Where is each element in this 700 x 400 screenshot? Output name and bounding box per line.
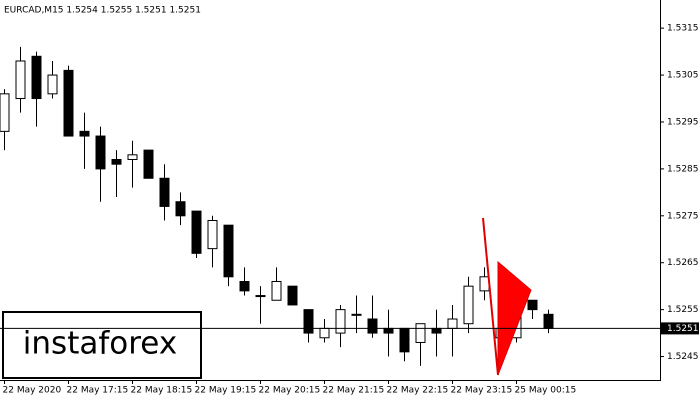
x-tick-label: 22 May 20:15 bbox=[259, 386, 321, 396]
y-tick-label: 1.5245 bbox=[667, 352, 699, 362]
y-tick-label: 1.5285 bbox=[667, 164, 699, 174]
candle-body bbox=[255, 295, 266, 298]
candle-body bbox=[543, 313, 554, 329]
logo-box bbox=[2, 311, 202, 379]
candle-body bbox=[31, 55, 42, 100]
candle-body bbox=[159, 177, 170, 207]
y-tick-label: 1.5275 bbox=[667, 211, 699, 221]
candle-body bbox=[15, 60, 26, 100]
pennant-pattern bbox=[482, 217, 532, 376]
candle-body bbox=[111, 159, 122, 165]
candle-body bbox=[207, 219, 218, 250]
x-tick-label: 22 May 23:15 bbox=[451, 386, 513, 396]
candle-body bbox=[63, 69, 74, 137]
candle-body bbox=[271, 280, 282, 301]
candle-body bbox=[143, 149, 154, 179]
x-tick-label: 22 May 22:15 bbox=[387, 386, 449, 396]
candle-body bbox=[383, 327, 394, 334]
candle-body bbox=[287, 285, 298, 306]
candle-body bbox=[303, 309, 314, 334]
y-tick-label: 1.5305 bbox=[667, 71, 699, 81]
logo: instaforex bbox=[23, 326, 177, 362]
x-tick-label: 22 May 19:15 bbox=[195, 386, 257, 396]
candle-body bbox=[399, 327, 410, 353]
x-tick-label: 22 May 17:15 bbox=[67, 386, 129, 396]
candle-body bbox=[463, 285, 474, 325]
candles bbox=[0, 46, 554, 366]
candle-body bbox=[79, 130, 90, 137]
candle-body bbox=[415, 323, 426, 343]
candle-body bbox=[47, 74, 58, 95]
candle-body bbox=[479, 276, 490, 292]
candle-body bbox=[191, 210, 202, 254]
y-tick-label: 1.5265 bbox=[667, 258, 699, 268]
candle-body bbox=[335, 309, 346, 334]
candle-body bbox=[351, 313, 362, 316]
current-price-box bbox=[661, 322, 699, 335]
candle-body bbox=[239, 280, 250, 292]
y-tick-label: 1.5255 bbox=[667, 305, 699, 315]
candle-body bbox=[431, 327, 442, 334]
candle-body bbox=[367, 318, 378, 334]
pennant-flag bbox=[497, 260, 532, 376]
candle-body bbox=[175, 201, 186, 217]
candle-body bbox=[447, 318, 458, 329]
x-tick-label: 22 May 18:15 bbox=[131, 386, 193, 396]
candle-body bbox=[527, 299, 538, 311]
x-tick-label: 22 May 21:15 bbox=[323, 386, 385, 396]
candle-body bbox=[95, 135, 106, 170]
candle-body bbox=[319, 327, 330, 339]
current-price-label: 1.5251 bbox=[667, 324, 699, 334]
candle-body bbox=[127, 154, 138, 161]
chart-title: EURCAD,M15 1.5254 1.5255 1.5251 1.5251 bbox=[4, 6, 201, 16]
candle-body bbox=[223, 224, 234, 278]
y-tick-label: 1.5295 bbox=[667, 117, 699, 127]
pennant-pole bbox=[482, 217, 499, 376]
y-tick-label: 1.5315 bbox=[667, 24, 699, 34]
candle-body bbox=[0, 93, 10, 132]
x-tick-label: 25 May 00:15 bbox=[515, 386, 577, 396]
x-tick-label: 22 May 2020 bbox=[3, 386, 62, 396]
